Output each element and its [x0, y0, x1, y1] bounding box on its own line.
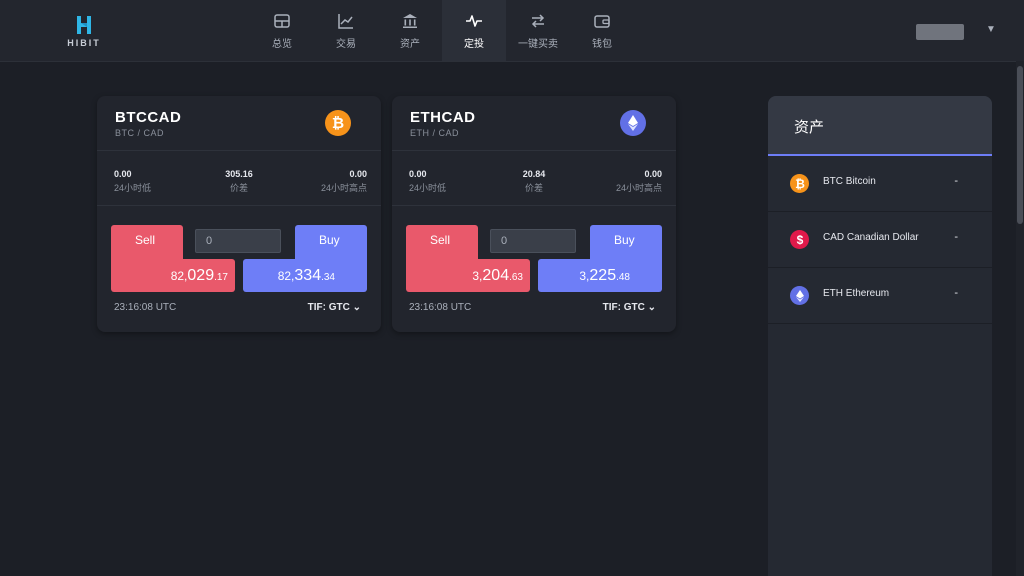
card-stats: 0.00 24小时低 305.16 价差 0.00 24小时高点	[97, 151, 381, 206]
card-stats: 0.00 24小时低 20.84 价差 0.00 24小时高点	[392, 151, 676, 206]
chevron-down-icon[interactable]: ▼	[986, 24, 996, 35]
buy-button[interactable]: Buy	[295, 225, 367, 259]
tif-dropdown[interactable]: TIF: GTC ⌄	[602, 302, 656, 313]
card-header: ETHCAD ETH / CAD	[392, 96, 676, 151]
nav-item-overview[interactable]: 总览	[250, 0, 314, 61]
top-navigation-bar: HIBIT 总览 交易 资产 定投 一键买卖 钱包 ▼	[0, 0, 1024, 62]
trade-card-btccad: BTCCAD BTC / CAD ₿ 0.00 24小时低 305.16 价差 …	[97, 96, 381, 332]
chevron-down-icon: ⌄	[647, 302, 656, 313]
trade-area: Sell 82,029.17 Buy 82,334.34 23:16:08 UT…	[97, 206, 381, 332]
quantity-input[interactable]	[490, 229, 576, 253]
wallet-icon	[594, 14, 610, 28]
swap-arrows-icon	[531, 13, 545, 28]
buy-price[interactable]: 3,225.48	[538, 259, 662, 292]
quantity-input[interactable]	[195, 229, 281, 253]
asset-row-btc[interactable]: ₿ BTC Bitcoin -	[768, 156, 992, 212]
layout-icon	[274, 13, 290, 28]
asset-name: BTC Bitcoin	[823, 176, 876, 187]
asset-name: CAD Canadian Dollar	[823, 232, 919, 243]
eth-icon	[620, 110, 646, 136]
svg-text:$: $	[796, 233, 803, 247]
timestamp: 23:16:08 UTC	[114, 302, 177, 313]
user-account-box[interactable]	[916, 24, 964, 40]
nav-label: 交易	[336, 38, 356, 50]
hibit-logo[interactable]: HIBIT	[64, 14, 104, 50]
stat-spread: 305.16 价差	[225, 169, 253, 193]
pair-subtitle: BTC / CAD	[115, 128, 165, 138]
timestamp: 23:16:08 UTC	[409, 302, 472, 313]
btc-icon: ₿	[325, 110, 351, 136]
trade-card-ethcad: ETHCAD ETH / CAD 0.00 24小时低 20.84 价差 0.0…	[392, 96, 676, 332]
sell-button[interactable]: Sell	[111, 225, 183, 259]
nav-item-recurring[interactable]: 定投	[442, 0, 506, 61]
buy-price[interactable]: 82,334.34	[243, 259, 367, 292]
asset-value: -	[954, 231, 958, 243]
nav-item-quick-trade[interactable]: 一键买卖	[506, 0, 570, 61]
pair-symbol: ETHCAD	[410, 109, 476, 126]
dollar-icon: $	[790, 230, 809, 249]
assets-panel-title: 资产	[794, 119, 825, 136]
svg-text:₿: ₿	[332, 115, 344, 131]
pair-subtitle: ETH / CAD	[410, 128, 460, 138]
nav-item-trade[interactable]: 交易	[314, 0, 378, 61]
sell-price[interactable]: 82,029.17	[111, 259, 235, 292]
nav-label: 一键买卖	[518, 38, 558, 50]
svg-text:₿: ₿	[795, 177, 805, 191]
asset-name: ETH Ethereum	[823, 288, 890, 299]
tif-dropdown[interactable]: TIF: GTC ⌄	[307, 302, 361, 313]
sell-button[interactable]: Sell	[406, 225, 478, 259]
chevron-down-icon: ⌄	[352, 302, 361, 313]
card-header: BTCCAD BTC / CAD ₿	[97, 96, 381, 151]
stat-spread: 20.84 价差	[522, 169, 546, 193]
nav-label: 定投	[464, 38, 484, 50]
asset-value: -	[954, 287, 958, 299]
assets-panel: 资产 ₿ BTC Bitcoin - $ CAD Canadian Dollar…	[768, 96, 992, 576]
main-nav: 总览 交易 资产 定投 一键买卖 钱包	[250, 0, 634, 61]
nav-item-assets[interactable]: 资产	[378, 0, 442, 61]
eth-icon	[790, 286, 809, 305]
stat-24h-low: 0.00 24小时低	[114, 169, 152, 193]
stat-24h-high: 0.00 24小时高点	[320, 169, 367, 193]
asset-value: -	[954, 175, 958, 187]
logo-text: HIBIT	[67, 38, 101, 48]
hibit-logo-icon	[77, 16, 91, 34]
btc-icon: ₿	[790, 174, 809, 193]
nav-label: 钱包	[592, 38, 612, 50]
nav-item-wallet[interactable]: 钱包	[570, 0, 634, 61]
asset-row-cad[interactable]: $ CAD Canadian Dollar -	[768, 212, 992, 268]
sell-price[interactable]: 3,204.63	[406, 259, 530, 292]
pair-symbol: BTCCAD	[115, 109, 182, 126]
scrollbar-thumb[interactable]	[1017, 66, 1023, 224]
stat-24h-high: 0.00 24小时高点	[615, 169, 662, 193]
nav-label: 总览	[272, 38, 292, 50]
nav-label: 资产	[400, 38, 420, 50]
page-scrollbar[interactable]	[1016, 61, 1024, 576]
trade-area: Sell 3,204.63 Buy 3,225.48 23:16:08 UTC …	[392, 206, 676, 332]
chart-line-icon	[338, 13, 353, 29]
bank-icon	[403, 13, 417, 28]
stat-24h-low: 0.00 24小时低	[409, 169, 447, 193]
assets-panel-header: 资产	[768, 96, 992, 156]
asset-row-eth[interactable]: ETH Ethereum -	[768, 268, 992, 324]
buy-button[interactable]: Buy	[590, 225, 662, 259]
pulse-icon	[466, 14, 482, 27]
